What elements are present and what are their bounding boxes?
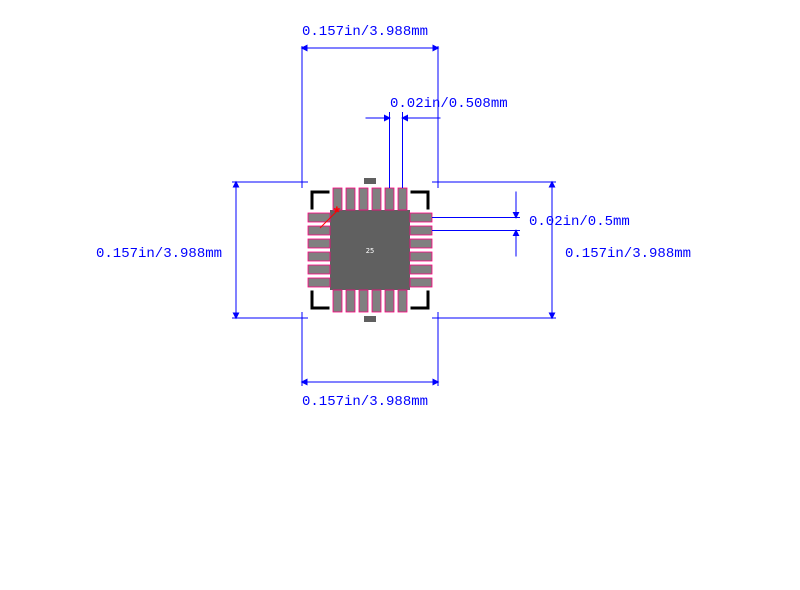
dim-right-overall: 0.157in/3.988mm [565, 246, 691, 262]
svg-text:25: 25 [366, 247, 374, 255]
package-drawing: 25* [0, 0, 800, 590]
dim-top-pitch: 0.02in/0.508mm [390, 96, 508, 112]
dim-top-overall: 0.157in/3.988mm [302, 24, 428, 40]
dim-right-pitch: 0.02in/0.5mm [529, 214, 630, 230]
dim-bottom-overall: 0.157in/3.988mm [302, 394, 428, 410]
dim-left-overall: 0.157in/3.988mm [96, 246, 222, 262]
